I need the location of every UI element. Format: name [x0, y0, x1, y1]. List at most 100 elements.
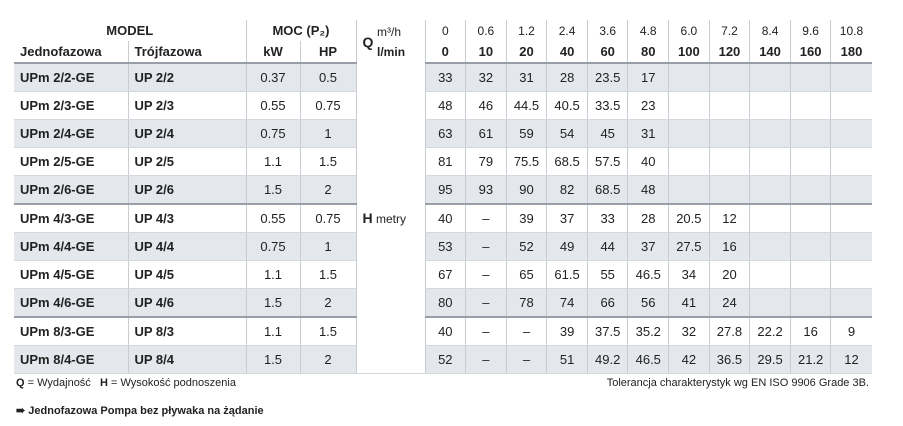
value-cell: 9	[830, 316, 872, 346]
value-cell: 52	[424, 345, 466, 374]
value-cell: 1.5	[245, 175, 300, 205]
value-cell: 1.5	[299, 147, 356, 176]
model-cell: UPm 4/5-GE	[14, 260, 128, 289]
model-cell: UPm 2/5-GE	[14, 147, 128, 176]
value-cell: 1.1	[245, 316, 300, 346]
empty-cell	[749, 288, 791, 318]
model-cell: UPm 2/4-GE	[14, 119, 128, 148]
empty-cell	[830, 260, 872, 289]
flow-m3h: 1.2	[505, 20, 547, 41]
pump-table: MODEL MOC (P₂) Q m³/h l/min 0 0.6 1.2 2.4 3.6…	[14, 20, 872, 374]
flow-m3h: 8.4	[749, 20, 791, 41]
value-cell: 0.37	[245, 63, 300, 92]
value-cell: 40	[627, 147, 669, 176]
value-cell: 68.5	[546, 147, 588, 176]
table-row: UPm 4/5-GE UP 4/5 1.1 1.5 67–65 61.5 55 46.5 34 2…	[14, 260, 872, 289]
value-cell: 65	[505, 260, 547, 289]
single-phase-header: Jednofazowa	[14, 41, 128, 64]
empty-cell	[830, 232, 872, 261]
empty-cell	[830, 203, 872, 233]
value-cell: 52	[505, 232, 547, 261]
flow-m3h: 4.8	[627, 20, 669, 41]
value-cell: 44.5	[505, 91, 547, 120]
model-header: MODEL	[106, 23, 154, 38]
value-cell: 27.8	[708, 316, 750, 346]
value-cell: 41	[668, 288, 710, 318]
table-row: UPm 8/3-GE UP 8/3 1.1 1.5 40– –39 37.5 35.2 32 27…	[14, 316, 872, 346]
value-cell: 33	[586, 203, 628, 233]
model-cell: UP 2/2	[127, 63, 246, 92]
value-cell: 17	[627, 63, 669, 92]
empty-cell	[789, 91, 831, 120]
empty-cell	[749, 260, 791, 289]
value-cell: –	[465, 203, 507, 233]
value-cell: 49.2	[586, 345, 628, 374]
empty-cell	[789, 147, 831, 176]
value-cell: 49	[546, 232, 588, 261]
model-cell: UP 4/4	[127, 232, 246, 261]
flow-m3h: 10.8	[830, 20, 872, 41]
empty-cell	[830, 175, 872, 205]
empty-cell	[789, 203, 831, 233]
flow-m3h: 3.6	[586, 20, 628, 41]
table-row: UPm 4/3-GE UP 4/3 0.55 0.75 40–39 37 33 28 20.5 1…	[14, 203, 872, 233]
value-cell: 55	[586, 260, 628, 289]
flow-lmin: 40	[546, 41, 588, 64]
value-cell: 66	[586, 288, 628, 318]
value-cell: 32	[668, 316, 710, 346]
tolerance: Tolerancja charakterystyk wg EN ISO 9906…	[606, 377, 869, 389]
model-cell: UP 4/3	[127, 203, 246, 233]
empty-cell	[668, 119, 710, 148]
value-cell: 29.5	[749, 345, 791, 374]
value-cell: 31	[627, 119, 669, 148]
value-cell: 90	[505, 175, 547, 205]
value-cell: 61.5	[546, 260, 588, 289]
empty-cell	[708, 147, 750, 176]
empty-cell	[789, 288, 831, 318]
value-cell: 57.5	[586, 147, 628, 176]
value-cell: 75.5	[505, 147, 547, 176]
table-row: UPm 8/4-GE UP 8/4 1.5 2 52– –51 49.2 46.5 42 36.5…	[14, 345, 872, 374]
empty-cell	[749, 147, 791, 176]
empty-cell	[789, 260, 831, 289]
value-cell: 22.2	[749, 316, 791, 346]
flow-lmin: 20	[505, 41, 547, 64]
model-cell: UP 2/4	[127, 119, 246, 148]
value-cell: 81	[424, 147, 466, 176]
value-cell: 48	[424, 91, 466, 120]
flow-m3h: 6.0	[668, 20, 710, 41]
value-cell: 82	[546, 175, 588, 205]
value-cell: 54	[546, 119, 588, 148]
flow-lmin: 120	[708, 41, 750, 64]
value-cell: 37	[546, 203, 588, 233]
empty-cell	[708, 175, 750, 205]
empty-cell	[789, 175, 831, 205]
value-cell: –	[465, 232, 507, 261]
flow-lmin: 60	[586, 41, 628, 64]
kw-header: kW	[245, 41, 300, 64]
value-cell: 80	[424, 288, 466, 318]
empty-cell	[789, 63, 831, 92]
value-cell: 56	[627, 288, 669, 318]
table-row: UPm 2/5-GE UP 2/5 1.1 1.5 81 79 75.5 68.5 57.5 40	[14, 147, 872, 176]
q-unit-m3h: m³/h	[377, 24, 402, 39]
value-cell: 67	[424, 260, 466, 289]
value-cell: 1.5	[245, 345, 300, 374]
value-cell: 37	[627, 232, 669, 261]
model-cell: UPm 8/4-GE	[14, 345, 128, 374]
empty-cell	[668, 91, 710, 120]
value-cell: 24	[708, 288, 750, 318]
model-cell: UPm 4/6-GE	[14, 288, 128, 318]
value-cell: 12	[708, 203, 750, 233]
flow-m3h: 2.4	[546, 20, 588, 41]
value-cell: 20	[708, 260, 750, 289]
model-cell: UP 8/3	[127, 316, 246, 346]
h-unit: metry	[375, 212, 406, 226]
value-cell: 61	[465, 119, 507, 148]
value-cell: 0.55	[245, 203, 300, 233]
flow-lmin: 10	[465, 41, 507, 64]
h-label: H	[362, 210, 373, 226]
h-key: H	[99, 377, 108, 389]
value-cell: 46.5	[627, 260, 669, 289]
flow-lmin: 160	[789, 41, 831, 64]
